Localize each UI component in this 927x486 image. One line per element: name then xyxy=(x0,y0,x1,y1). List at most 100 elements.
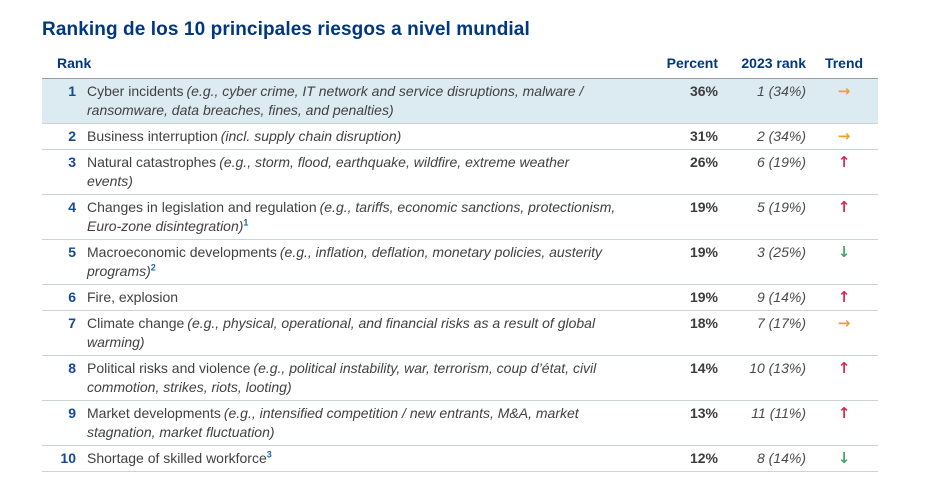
rank-2023-cell: 2 (34%) xyxy=(756,128,806,144)
table-body: 1 Cyber incidents (e.g., cyber crime, IT … xyxy=(42,79,878,472)
risk-name: Business interruption xyxy=(87,128,218,144)
risk-name: Macroeconomic developments xyxy=(87,244,277,260)
rank-cell: 3 xyxy=(68,154,76,170)
percent-cell: 12% xyxy=(689,450,718,466)
percent-cell: 19% xyxy=(689,244,718,260)
risk-detail: (e.g., political instability, war, terro… xyxy=(87,360,597,395)
table-header: Rank Percent 2023 rank Trend xyxy=(42,54,878,79)
trend-arrow: ↓ xyxy=(837,449,851,467)
risk-cell: Macroeconomic developments (e.g., inflati… xyxy=(78,243,628,281)
rank-2023-cell: 6 (19%) xyxy=(756,154,806,170)
rank-2023-cell: 5 (19%) xyxy=(756,199,806,215)
table-row: 3 Natural catastrophes (e.g., storm, floo… xyxy=(42,150,878,195)
risk-detail: (incl. supply chain disruption) xyxy=(220,128,402,144)
rank-2023-cell: 10 (13%) xyxy=(749,360,806,376)
risk-cell: Market developments (e.g., intensified co… xyxy=(78,404,628,442)
risk-name: Changes in legislation and regulation xyxy=(87,199,317,215)
rank-2023-cell: 7 (17%) xyxy=(756,315,806,331)
trend-cell: → xyxy=(810,127,878,146)
rank-cell: 5 xyxy=(68,244,76,260)
percent-cell: 26% xyxy=(689,154,718,170)
risk-cell: Changes in legislation and regulation (e.… xyxy=(78,198,628,236)
rank-cell: 6 xyxy=(68,289,76,305)
trend-arrow: ↑ xyxy=(837,404,851,422)
trend-cell: → xyxy=(810,314,878,333)
risk-detail: (e.g., tariffs, economic sanctions, prot… xyxy=(87,199,616,234)
percent-cell: 36% xyxy=(689,83,718,99)
trend-arrow: → xyxy=(837,82,851,100)
risk-cell: Cyber incidents (e.g., cyber crime, IT ne… xyxy=(78,82,628,120)
trend-arrow: → xyxy=(837,127,851,145)
percent-cell: 31% xyxy=(689,128,718,144)
table-row: 10 Shortage of skilled workforce3 12% 8 … xyxy=(42,446,878,472)
risk-detail: (e.g., storm, flood, earthquake, wildfir… xyxy=(87,154,570,189)
risk-footnote: 2 xyxy=(150,262,156,273)
risk-cell: Fire, explosion xyxy=(78,288,628,307)
rank-cell: 8 xyxy=(68,360,76,376)
rank-2023-cell: 11 (11%) xyxy=(751,405,806,421)
risk-detail: (e.g., physical, operational, and financ… xyxy=(87,315,596,350)
rank-cell: 7 xyxy=(68,315,76,331)
risk-cell: Shortage of skilled workforce3 xyxy=(78,449,628,468)
trend-cell: ↑ xyxy=(810,198,878,217)
risk-name: Climate change xyxy=(87,315,185,331)
table-row: 8 Political risks and violence (e.g., pol… xyxy=(42,356,878,401)
risk-name: Cyber incidents xyxy=(87,83,184,99)
trend-arrow: ↑ xyxy=(837,359,851,377)
risk-detail: (e.g., intensified competition / new ent… xyxy=(87,405,579,440)
table-row: 9 Market developments (e.g., intensified … xyxy=(42,401,878,446)
risk-name: Political risks and violence xyxy=(87,360,251,376)
rank-2023-cell: 1 (34%) xyxy=(756,83,806,99)
rank-cell: 2 xyxy=(68,128,76,144)
rank-cell: 1 xyxy=(68,83,76,99)
trend-cell: ↑ xyxy=(810,288,878,307)
risk-detail: (e.g., cyber crime, IT network and servi… xyxy=(87,83,584,118)
table-row: 4 Changes in legislation and regulation(… xyxy=(42,195,878,240)
rank-cell: 4 xyxy=(68,199,76,215)
trend-arrow: ↓ xyxy=(837,243,851,261)
percent-cell: 19% xyxy=(689,199,718,215)
percent-cell: 13% xyxy=(689,405,718,421)
trend-cell: ↑ xyxy=(810,359,878,378)
risk-cell: Business interruption (incl. supply chain… xyxy=(78,127,628,146)
rank-2023-cell: 3 (25%) xyxy=(756,244,806,260)
percent-cell: 14% xyxy=(689,360,718,376)
risk-cell: Natural catastrophes (e.g., storm, flood,… xyxy=(78,153,628,191)
table-row: 6 Fire, explosion 19% 9 (14%) ↑ xyxy=(42,285,878,311)
table-row: 1 Cyber incidents (e.g., cyber crime, IT … xyxy=(42,79,878,124)
risk-table: Rank Percent 2023 rank Trend 1 Cyber inc… xyxy=(42,54,878,472)
rank-cell: 10 xyxy=(60,450,76,466)
risk-name: Fire, explosion xyxy=(87,289,179,305)
risk-cell: Climate change (e.g., physical, operation… xyxy=(78,314,628,352)
table-row: 5 Macroeconomic developments (e.g., infla… xyxy=(42,240,878,285)
page-title: Ranking de los 10 principales riesgos a … xyxy=(42,19,530,40)
table-row: 2 Business interruption (incl. supply cha… xyxy=(42,124,878,150)
trend-arrow: → xyxy=(837,314,851,332)
rank-cell: 9 xyxy=(68,405,76,421)
trend-cell: ↑ xyxy=(810,153,878,172)
trend-arrow: ↑ xyxy=(837,288,851,306)
risk-name: Shortage of skilled workforce xyxy=(87,450,267,466)
risk-name: Natural catastrophes xyxy=(87,154,217,170)
column-header-rank: Rank xyxy=(57,55,92,71)
risk-cell: Political risks and violence (e.g., polit… xyxy=(78,359,628,397)
column-header-2023-rank: 2023 rank xyxy=(741,55,806,71)
trend-cell: ↓ xyxy=(810,449,878,468)
trend-cell: ↑ xyxy=(810,404,878,423)
table-row: 7 Climate change (e.g., physical, operati… xyxy=(42,311,878,356)
rank-2023-cell: 9 (14%) xyxy=(756,289,806,305)
rank-2023-cell: 8 (14%) xyxy=(756,450,806,466)
percent-cell: 19% xyxy=(689,289,718,305)
percent-cell: 18% xyxy=(689,315,718,331)
risk-detail: (e.g., inflation, deflation, monetary po… xyxy=(87,244,603,279)
risk-footnote: 1 xyxy=(243,217,249,228)
column-header-percent: Percent xyxy=(666,55,718,71)
trend-arrow: ↑ xyxy=(837,198,851,216)
trend-arrow: ↑ xyxy=(837,153,851,171)
trend-cell: ↓ xyxy=(810,243,878,262)
risk-footnote: 3 xyxy=(266,449,272,460)
column-header-trend: Trend xyxy=(824,55,864,71)
trend-cell: → xyxy=(810,82,878,101)
risk-name: Market developments xyxy=(87,405,221,421)
